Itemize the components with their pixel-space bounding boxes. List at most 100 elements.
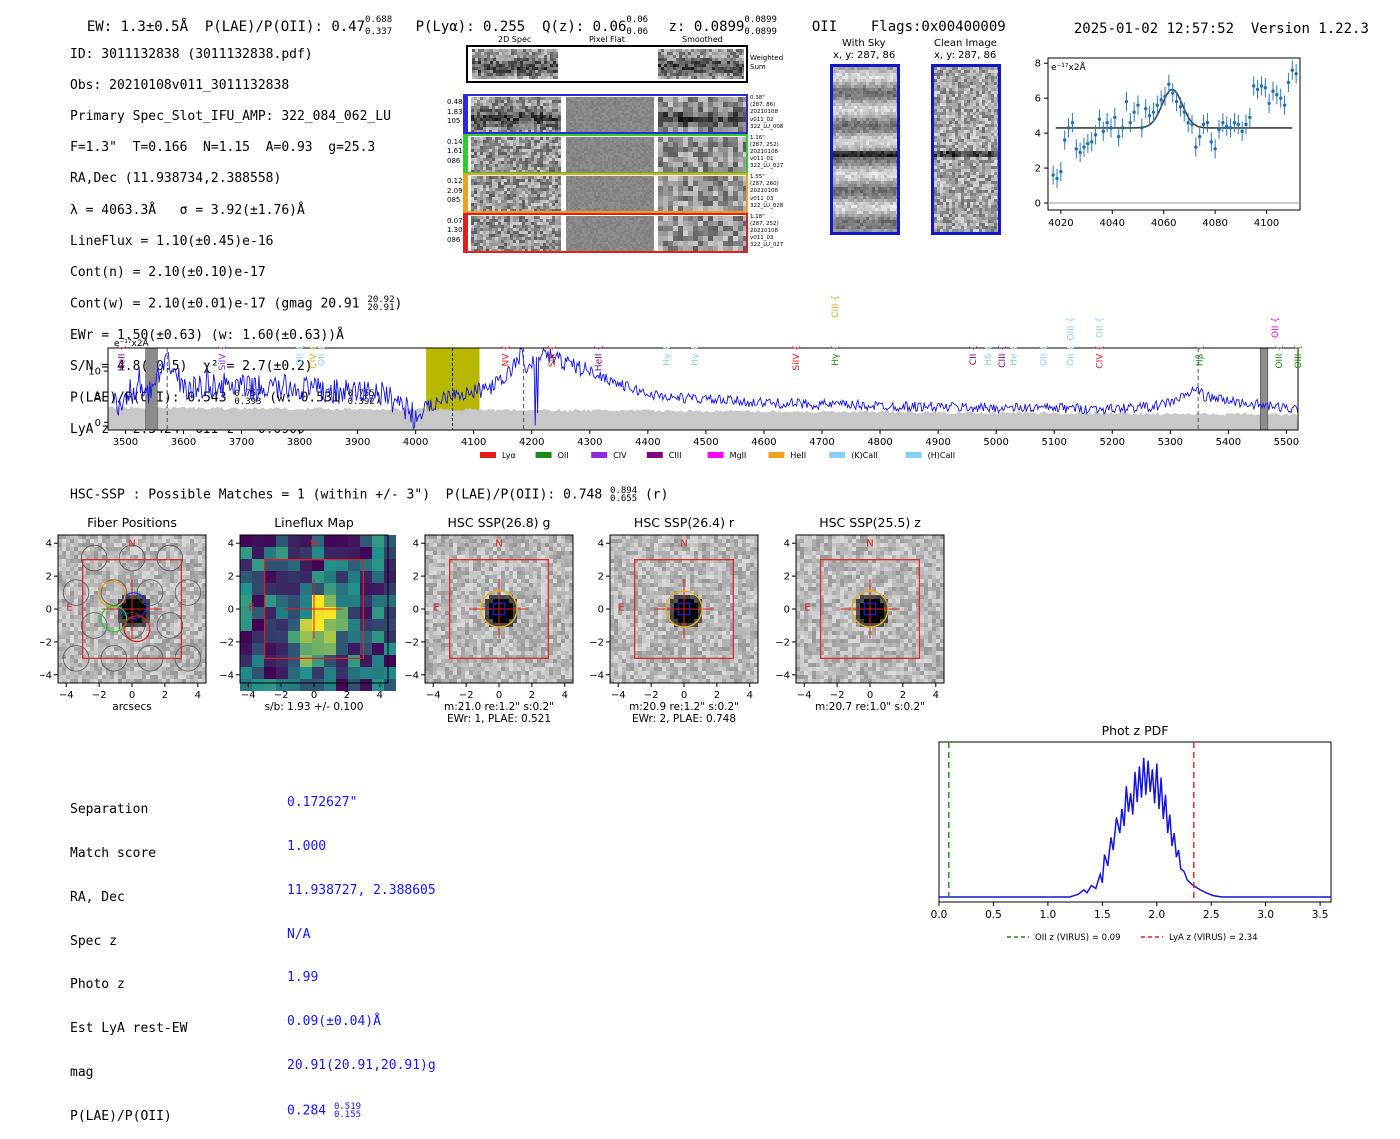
hsc-pixel xyxy=(734,535,738,539)
hsc-pixel xyxy=(734,643,738,647)
hsc-pixel xyxy=(425,607,429,611)
hsc-pixel xyxy=(336,667,348,679)
cutout-row-pixelflat xyxy=(566,216,654,253)
hsc-pixel xyxy=(537,555,541,559)
hsc-pixel xyxy=(134,579,138,583)
hsc-pixel xyxy=(194,635,198,639)
hsc-pixel xyxy=(726,567,730,571)
hsc-pixel xyxy=(804,551,808,555)
hsc-pixel xyxy=(880,539,884,543)
hsc-pixel xyxy=(449,679,453,683)
hsc-xtick-label: 2 xyxy=(529,690,535,701)
hsc-pixel xyxy=(734,551,738,555)
hsc-pixel xyxy=(114,571,118,575)
zoom-data-point xyxy=(1075,147,1078,150)
hsc-pixel xyxy=(142,679,146,683)
hsc-pixel xyxy=(754,639,758,643)
hsc-pixel xyxy=(158,587,162,591)
hsc-pixel xyxy=(114,595,118,599)
hsc-pixel xyxy=(86,619,90,623)
hsc-pixel xyxy=(114,535,118,539)
hsc-pixel xyxy=(682,555,686,559)
hsc-pixel xyxy=(670,635,674,639)
hsc-pixel xyxy=(194,595,198,599)
hsc-pixel xyxy=(742,615,746,619)
hsc-pixel xyxy=(549,559,553,563)
hsc-pixel xyxy=(622,579,626,583)
hsc-pixel xyxy=(642,595,646,599)
hsc-pixel xyxy=(561,659,565,663)
hsc-pixel xyxy=(348,571,360,583)
zoom-data-point xyxy=(1082,145,1085,148)
hsc-pixel xyxy=(429,675,433,679)
hsc-pixel xyxy=(694,675,698,679)
hsc-pixel xyxy=(650,623,654,627)
hsc-pixel xyxy=(110,643,114,647)
hsc-pixel xyxy=(240,547,252,559)
hsc-pixel xyxy=(553,555,557,559)
hsc-pixel xyxy=(804,559,808,563)
hsc-pixel xyxy=(816,547,820,551)
hsc-pixel xyxy=(94,627,98,631)
hsc-pixel xyxy=(690,643,694,647)
hsc-pixel xyxy=(86,679,90,683)
hsc-pixel xyxy=(646,587,650,591)
hsc-pixel xyxy=(718,615,722,619)
hsc-pixel xyxy=(66,671,70,675)
hsc-pixel xyxy=(497,571,501,575)
hsc-pixel xyxy=(738,567,742,571)
hsc-pixel xyxy=(288,583,300,595)
hsc-pixel xyxy=(114,543,118,547)
hsc-pixel xyxy=(481,635,485,639)
hsc-pixel xyxy=(537,539,541,543)
hsc-pixel xyxy=(202,667,206,671)
hsc-pixel xyxy=(138,543,142,547)
hsc-pixel xyxy=(509,639,513,643)
hsc-pixel xyxy=(501,679,505,683)
hsc-pixel xyxy=(90,563,94,567)
hsc-pixel xyxy=(650,595,654,599)
hsc-pixel xyxy=(658,631,662,635)
hsc-pixel xyxy=(646,667,650,671)
hsc-pixel xyxy=(74,671,78,675)
hsc-pixel xyxy=(170,587,174,591)
hsc-pixel xyxy=(916,543,920,547)
hsc-pixel xyxy=(884,547,888,551)
hsc-pixel xyxy=(493,651,497,655)
hsc-pixel xyxy=(626,675,630,679)
hsc-pixel xyxy=(158,623,162,627)
hsc-pixel xyxy=(142,659,146,663)
hsc-pixel xyxy=(812,547,816,551)
hsc-pixel xyxy=(445,667,449,671)
hsc-pixel xyxy=(170,651,174,655)
hsc-pixel xyxy=(425,563,429,567)
hsc-pixel xyxy=(812,543,816,547)
hsc-pixel xyxy=(465,663,469,667)
hsc-pixel xyxy=(94,651,98,655)
hsc-pixel xyxy=(856,547,860,551)
hsc-pixel xyxy=(686,555,690,559)
hsc-pixel xyxy=(746,559,750,563)
hsc-pixel xyxy=(710,619,714,623)
hsc-pixel xyxy=(646,643,650,647)
hsc-pixel xyxy=(481,663,485,667)
hsc-pixel xyxy=(453,619,457,623)
hsc-pixel xyxy=(565,535,569,539)
hsc-pixel xyxy=(738,547,742,551)
hsc-pixel xyxy=(158,543,162,547)
hsc-pixel xyxy=(678,615,682,619)
hsc-pixel xyxy=(170,627,174,631)
hsc-pixel xyxy=(453,667,457,671)
hsc-pixel xyxy=(533,615,537,619)
hsc-pixel xyxy=(485,675,489,679)
hsc-pixel xyxy=(557,603,561,607)
hsc-pixel xyxy=(694,551,698,555)
hsc-pixel xyxy=(706,623,710,627)
hsc-pixel xyxy=(493,555,497,559)
hsc-pixel xyxy=(509,599,513,603)
hsc-pixel xyxy=(702,567,706,571)
hsc-pixel xyxy=(718,611,722,615)
hsc-pixel xyxy=(622,543,626,547)
hsc-pixel xyxy=(154,567,158,571)
hsc-pixel xyxy=(694,571,698,575)
